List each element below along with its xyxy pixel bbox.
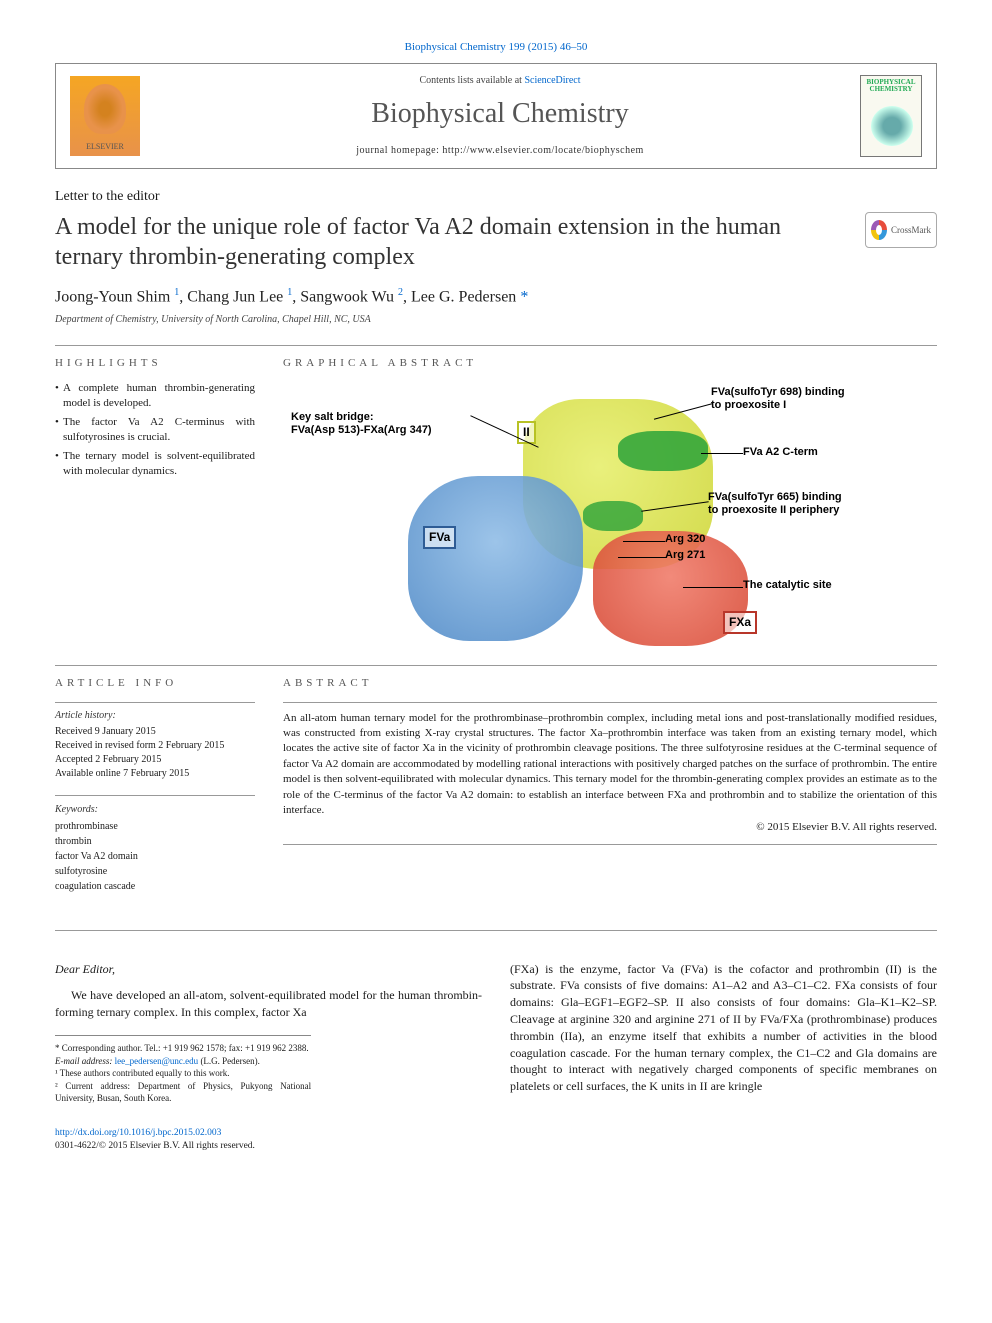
label-salt-bridge: Key salt bridge:FVa(Asp 513)-FXa(Arg 347… bbox=[291, 411, 432, 436]
history-accepted: Accepted 2 February 2015 bbox=[55, 753, 255, 767]
arrow bbox=[683, 587, 743, 588]
cover-text: BIOPHYSICAL CHEMISTRY bbox=[864, 79, 918, 93]
salutation: Dear Editor, bbox=[55, 961, 482, 978]
divider bbox=[55, 345, 937, 346]
abstract-heading: ABSTRACT bbox=[283, 676, 937, 691]
keyword: factor Va A2 domain bbox=[55, 849, 255, 864]
highlight-item: A complete human thrombin-generating mod… bbox=[55, 381, 255, 411]
homepage-label: journal homepage: bbox=[356, 145, 442, 156]
arrow bbox=[618, 557, 666, 558]
journal-cover-thumb: BIOPHYSICAL CHEMISTRY bbox=[860, 75, 922, 157]
author-1: Joong-Youn Shim bbox=[55, 289, 170, 306]
doi-link[interactable]: http://dx.doi.org/10.1016/j.bpc.2015.02.… bbox=[55, 1128, 221, 1138]
divider bbox=[55, 930, 937, 931]
protein-fva bbox=[408, 476, 583, 641]
article-info-heading: ARTICLE INFO bbox=[55, 676, 255, 691]
email-link[interactable]: lee_pedersen@unc.edu bbox=[115, 1056, 199, 1066]
crossmark-badge[interactable]: CrossMark bbox=[865, 212, 937, 248]
author-2-sup: 1 bbox=[287, 287, 292, 298]
author-4: Lee G. Pedersen bbox=[411, 289, 516, 306]
keyword: sulfotyrosine bbox=[55, 864, 255, 879]
label-sulfo698: FVa(sulfoTyr 698) bindingto proexosite I bbox=[711, 386, 845, 411]
footnote-corresponding: * Corresponding author. Tel.: +1 919 962… bbox=[55, 1042, 311, 1055]
protein-cterm2 bbox=[583, 501, 643, 531]
abstract-text: An all-atom human ternary model for the … bbox=[283, 711, 937, 819]
footnote-2: ² Current address: Department of Physics… bbox=[55, 1080, 311, 1105]
doi-block: http://dx.doi.org/10.1016/j.bpc.2015.02.… bbox=[55, 1127, 937, 1154]
crossmark-label: CrossMark bbox=[891, 224, 931, 237]
journal-homepage: journal homepage: http://www.elsevier.co… bbox=[158, 144, 842, 158]
tag-fxa: FXa bbox=[723, 611, 757, 634]
highlights-list: A complete human thrombin-generating mod… bbox=[55, 381, 255, 478]
label-sulfo665: FVa(sulfoTyr 665) bindingto proexosite I… bbox=[708, 491, 842, 516]
contents-line: Contents lists available at ScienceDirec… bbox=[158, 74, 842, 88]
highlights-heading: HIGHLIGHTS bbox=[55, 356, 255, 371]
footnote-email: E-mail address: lee_pedersen@unc.edu (L.… bbox=[55, 1055, 311, 1068]
article-title: A model for the unique role of factor Va… bbox=[55, 212, 849, 272]
divider bbox=[55, 795, 255, 796]
journal-title: Biophysical Chemistry bbox=[158, 94, 842, 133]
authors-line: Joong-Youn Shim 1, Chang Jun Lee 1, Sang… bbox=[55, 286, 937, 309]
graphical-abstract-heading: GRAPHICAL ABSTRACT bbox=[283, 356, 937, 371]
body-column-right: (FXa) is the enzyme, factor Va (FVa) is … bbox=[510, 961, 937, 1105]
abstract-copyright: © 2015 Elsevier B.V. All rights reserved… bbox=[283, 820, 937, 835]
history-revised: Received in revised form 2 February 2015 bbox=[55, 739, 255, 753]
author-1-sup: 1 bbox=[174, 287, 179, 298]
label-catalytic: The catalytic site bbox=[743, 579, 832, 592]
journal-header: ELSEVIER Contents lists available at Sci… bbox=[55, 63, 937, 168]
keywords-block: Keywords: prothrombinase thrombin factor… bbox=[55, 802, 255, 894]
keyword: coagulation cascade bbox=[55, 879, 255, 894]
arrow bbox=[701, 453, 743, 454]
keyword: prothrombinase bbox=[55, 819, 255, 834]
label-arg271: Arg 271 bbox=[665, 549, 705, 562]
keywords-label: Keywords: bbox=[55, 802, 255, 817]
body-paragraph: We have developed an all-atom, solvent-e… bbox=[55, 987, 482, 1021]
journal-reference: Biophysical Chemistry 199 (2015) 46–50 bbox=[55, 40, 937, 55]
affiliation: Department of Chemistry, University of N… bbox=[55, 313, 937, 327]
author-3: Sangwook Wu bbox=[300, 289, 394, 306]
sciencedirect-link[interactable]: ScienceDirect bbox=[524, 75, 580, 86]
tag-fva: FVa bbox=[423, 526, 456, 549]
contents-prefix: Contents lists available at bbox=[419, 75, 524, 86]
history-label: Article history: bbox=[55, 709, 255, 723]
label-arg320: Arg 320 bbox=[665, 533, 705, 546]
divider bbox=[55, 702, 255, 703]
history-online: Available online 7 February 2015 bbox=[55, 767, 255, 781]
author-3-sup: 2 bbox=[398, 287, 403, 298]
corresponding-star: * bbox=[520, 289, 528, 306]
body-column-left: Dear Editor, We have developed an all-at… bbox=[55, 961, 482, 1105]
label-cterm: FVa A2 C-term bbox=[743, 446, 818, 459]
highlight-item: The factor Va A2 C-terminus with sulfoty… bbox=[55, 415, 255, 445]
protein-cterm bbox=[618, 431, 708, 471]
arrow bbox=[623, 541, 665, 542]
divider bbox=[283, 702, 937, 703]
footnotes: * Corresponding author. Tel.: +1 919 962… bbox=[55, 1035, 311, 1105]
crossmark-icon bbox=[871, 220, 887, 240]
body-paragraph: (FXa) is the enzyme, factor Va (FVa) is … bbox=[510, 961, 937, 1095]
issn-line: 0301-4622/© 2015 Elsevier B.V. All right… bbox=[55, 1141, 255, 1151]
homepage-url[interactable]: http://www.elsevier.com/locate/biophysch… bbox=[442, 145, 643, 156]
article-type: Letter to the editor bbox=[55, 187, 937, 207]
keyword: thrombin bbox=[55, 834, 255, 849]
divider bbox=[283, 844, 937, 845]
divider bbox=[55, 665, 937, 666]
history-received: Received 9 January 2015 bbox=[55, 725, 255, 739]
footnote-1: ¹ These authors contributed equally to t… bbox=[55, 1067, 311, 1080]
graphical-abstract-figure: II FVa FXa Key salt bridge:FVa(Asp 513)-… bbox=[283, 381, 937, 651]
elsevier-logo: ELSEVIER bbox=[70, 76, 140, 156]
author-2: Chang Jun Lee bbox=[187, 289, 283, 306]
highlight-item: The ternary model is solvent-equilibrate… bbox=[55, 449, 255, 479]
article-history: Article history: Received 9 January 2015… bbox=[55, 709, 255, 781]
